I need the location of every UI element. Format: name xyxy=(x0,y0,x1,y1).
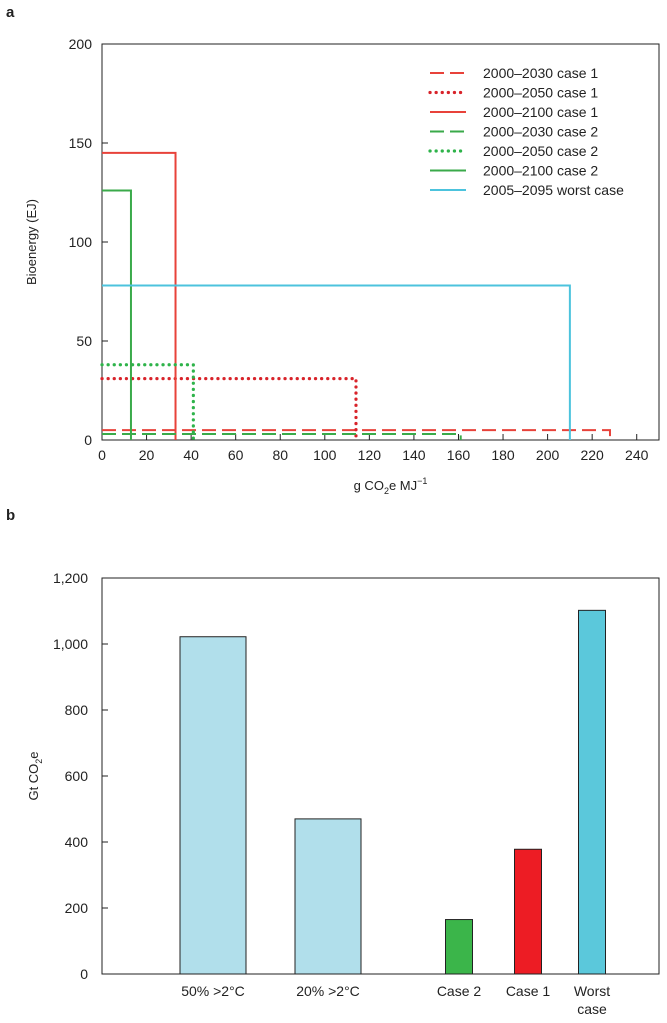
bar-4 xyxy=(514,848,542,975)
x-tick-label-a: 120 xyxy=(358,447,382,463)
series-line-7 xyxy=(102,284,571,440)
x-tick-label-a: 60 xyxy=(228,447,244,463)
category-label-2: 20% >2°C xyxy=(296,983,360,999)
y-tick-label-b: 1,200 xyxy=(53,570,88,586)
series-line-6 xyxy=(102,189,132,440)
y-tick-label-a: 200 xyxy=(69,36,93,52)
series-line-2 xyxy=(100,377,358,442)
y-tick-label-a: 50 xyxy=(76,333,92,349)
y-tick-label-a: 0 xyxy=(84,432,92,448)
x-tick-label-a: 100 xyxy=(313,447,337,463)
legend-label-7: 2005–2095 worst case xyxy=(483,182,624,198)
x-tick-label-a: 220 xyxy=(580,447,604,463)
y-tick-label-b: 0 xyxy=(80,966,88,982)
x-tick-label-a: 160 xyxy=(447,447,471,463)
y-tick-label-b: 1,000 xyxy=(53,636,88,652)
x-tick-label-a: 40 xyxy=(183,447,199,463)
legend-label-6: 2000–2100 case 2 xyxy=(483,163,598,179)
series-line-4 xyxy=(102,433,462,440)
x-tick-label-a: 80 xyxy=(272,447,288,463)
category-label-5: case xyxy=(577,1001,607,1017)
bar-3 xyxy=(445,919,473,975)
y-axis-label-b: Gt CO2e xyxy=(26,751,44,800)
y-tick-label-b: 400 xyxy=(65,834,89,850)
x-tick-label-a: 140 xyxy=(402,447,426,463)
panel-a-label: a xyxy=(6,4,15,21)
x-tick-label-a: 200 xyxy=(536,447,560,463)
y-tick-label-a: 150 xyxy=(69,135,93,151)
category-label-4: Case 1 xyxy=(506,983,551,999)
chart-a: 0 50 100 150 200 0 20 40 60 80 100 120 140 160 180 200 2… xyxy=(24,36,660,496)
chart-b: 0 200 400 600 800 1,000 1,200 Gt CO2e 50% >2°C 20… xyxy=(26,570,660,1017)
legend-label-3: 2000–2100 case 1 xyxy=(483,104,598,120)
x-tick-label-a: 180 xyxy=(491,447,515,463)
legend-label-5: 2000–2050 case 2 xyxy=(483,143,598,159)
y-tick-label-b: 200 xyxy=(65,900,89,916)
y-tick-label-b: 800 xyxy=(65,702,89,718)
y-axis-label-a: Bioenergy (EJ) xyxy=(24,199,39,285)
y-tick-label-b: 600 xyxy=(65,768,89,784)
bar-2 xyxy=(294,818,362,975)
legend-label-1: 2000–2030 case 1 xyxy=(483,65,598,81)
series-line-3 xyxy=(102,151,177,440)
x-tick-label-a: 20 xyxy=(139,447,155,463)
legend-label-4: 2000–2030 case 2 xyxy=(483,124,598,140)
x-tick-label-a: 240 xyxy=(625,447,649,463)
category-label-1: 50% >2°C xyxy=(181,983,245,999)
bar-1 xyxy=(179,636,247,975)
series-line-1 xyxy=(102,429,611,440)
series-line-5 xyxy=(100,363,195,442)
x-axis-label-a: g CO2e MJ−1 xyxy=(354,476,428,496)
category-label-5: Worst xyxy=(574,983,610,999)
y-tick-label-a: 100 xyxy=(69,234,93,250)
x-tick-label-a: 0 xyxy=(98,447,106,463)
bar-5 xyxy=(578,609,606,975)
panel-b-label: b xyxy=(6,507,15,524)
legend-label-2: 2000–2050 case 1 xyxy=(483,85,598,101)
category-label-3: Case 2 xyxy=(437,983,482,999)
